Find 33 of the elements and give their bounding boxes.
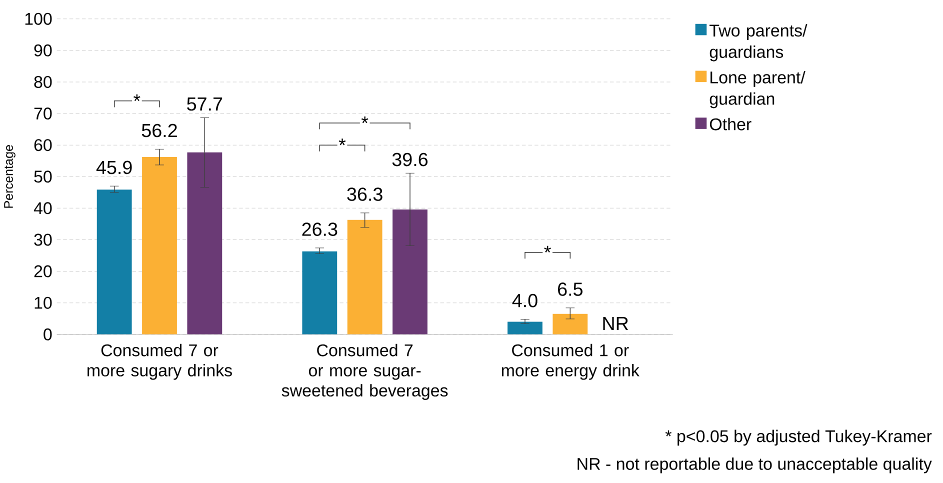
legend-label: Lone parent/ guardian (710, 71, 806, 108)
data-label: 26.3 (302, 222, 338, 236)
x-tick-label: Consumed 7 or more sugary drinks (88, 344, 232, 380)
y-tick-label: 80 (34, 76, 52, 88)
y-tick-label: 30 (34, 234, 52, 246)
annotation: * (544, 246, 551, 253)
legend-label: Two parents/ guardians (710, 24, 808, 62)
data-label: 39.6 (392, 152, 428, 166)
annotation: * (134, 94, 140, 102)
y-tick-label: 40 (34, 202, 52, 214)
annotation: * (338, 138, 346, 146)
data-label: 36.3 (347, 188, 382, 202)
data-label: 45.9 (96, 160, 132, 174)
data-label: 6.5 (558, 282, 582, 296)
y-tick-label: 90 (34, 44, 52, 57)
y-tick-label: 50 (34, 170, 52, 183)
y-tick-label: 0 (44, 328, 52, 341)
text: * p<0.05 by adjusted Tukey-Kramer (665, 430, 932, 446)
x-tick-label: Consumed 1 or more energy drink (502, 344, 640, 380)
y-tick-label: 100 (25, 12, 52, 25)
x-tick-label: Consumed 7 or more sugar-sweetened beverages (282, 344, 448, 400)
y-tick-label: 20 (34, 265, 52, 278)
y-tick-label: 60 (34, 139, 52, 152)
legend-label: Other (710, 118, 752, 130)
text: NR (603, 317, 628, 330)
annotation: * (361, 116, 368, 124)
y-tick-label: 10 (34, 296, 52, 309)
y-axis-title: Percentage (4, 145, 16, 208)
data-label: 56.2 (142, 124, 177, 138)
data-label: 57.7 (187, 98, 222, 111)
y-tick-label: 70 (34, 108, 52, 120)
data-label: 4.0 (512, 294, 538, 308)
text: NR - not reportable due to unacceptable quality (578, 458, 932, 474)
